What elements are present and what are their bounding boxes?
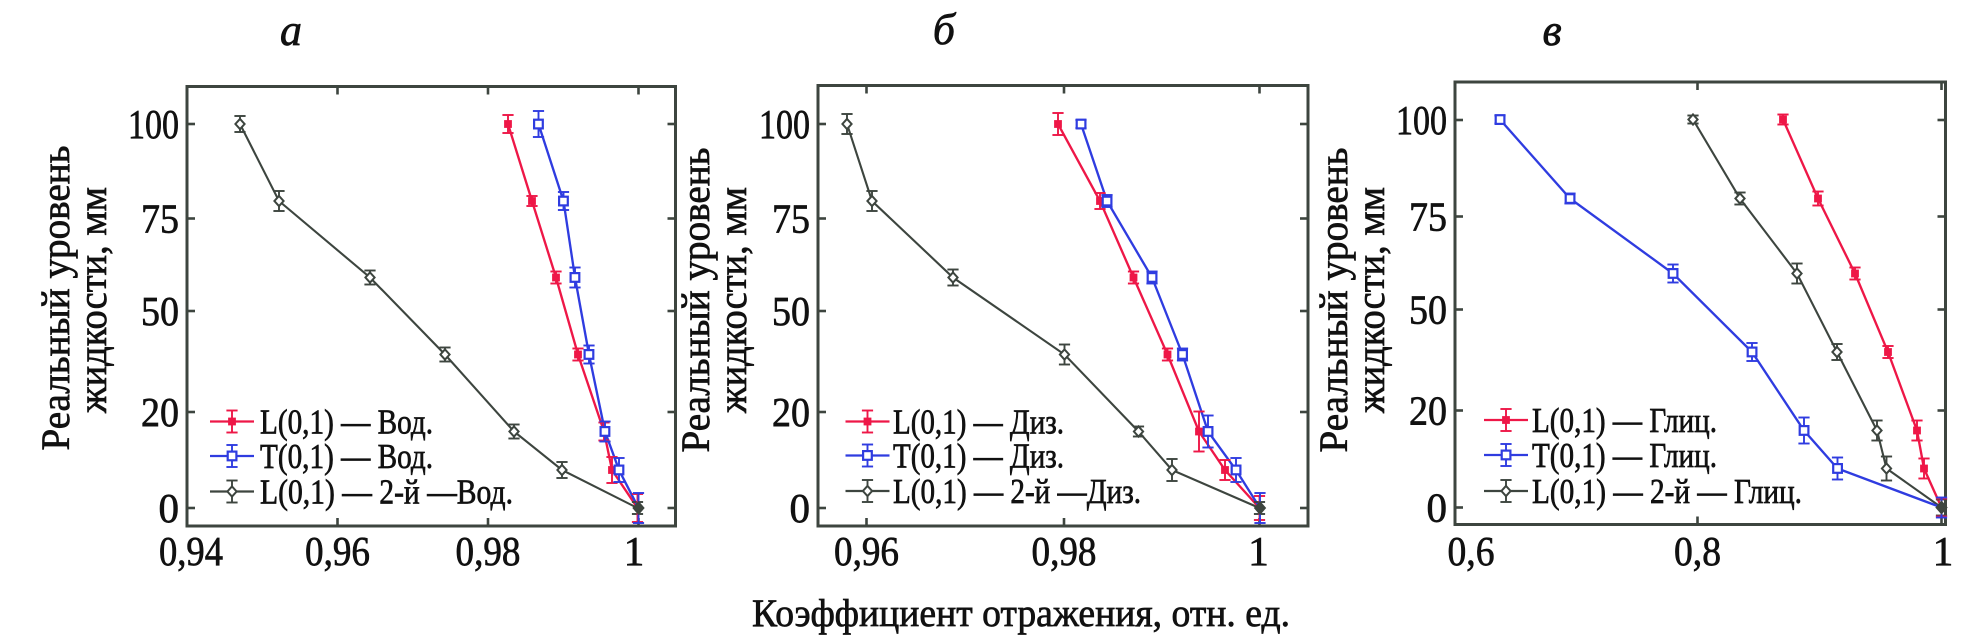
- svg-text:T(0,1) — Глиц.: T(0,1) — Глиц.: [1532, 436, 1717, 475]
- svg-text:0: 0: [790, 485, 811, 531]
- svg-text:T(0,1) — Диз.: T(0,1) — Диз.: [893, 437, 1064, 476]
- svg-text:1: 1: [1248, 528, 1269, 574]
- svg-text:0,96: 0,96: [834, 528, 899, 574]
- svg-text:L(0,1) — Глиц.: L(0,1) — Глиц.: [1532, 401, 1717, 440]
- svg-text:0,6: 0,6: [1448, 528, 1495, 574]
- svg-text:20: 20: [1409, 388, 1447, 434]
- svg-text:75: 75: [1409, 194, 1447, 240]
- svg-text:75: 75: [772, 196, 810, 242]
- svg-text:0: 0: [1427, 485, 1448, 531]
- svg-text:Коэффициент отражения, отн. ед: Коэффициент отражения, отн. ед.: [752, 592, 1290, 635]
- svg-text:Реальный уровень: Реальный уровень: [33, 146, 78, 451]
- svg-text:50: 50: [1409, 287, 1447, 333]
- svg-text:Реальный уровень: Реальный уровень: [673, 148, 718, 453]
- svg-text:100: 100: [1396, 97, 1447, 143]
- svg-text:0,8: 0,8: [1674, 528, 1721, 574]
- svg-text:1: 1: [624, 528, 645, 574]
- svg-text:50: 50: [772, 288, 810, 334]
- svg-text:20: 20: [141, 389, 179, 435]
- svg-text:0,96: 0,96: [305, 528, 370, 574]
- svg-text:а: а: [280, 6, 302, 55]
- svg-text:50: 50: [141, 288, 179, 334]
- svg-text:1: 1: [1933, 528, 1954, 574]
- svg-text:L(0,1) — 2-й —Диз.: L(0,1) — 2-й —Диз.: [893, 472, 1141, 511]
- svg-text:L(0,1) — 2-й —Вод.: L(0,1) — 2-й —Вод.: [260, 473, 513, 512]
- svg-text:0,94: 0,94: [159, 528, 223, 574]
- svg-text:в: в: [1542, 6, 1561, 55]
- svg-text:L(0,1) — 2-й — Глиц.: L(0,1) — 2-й — Глиц.: [1532, 472, 1802, 511]
- svg-text:0,98: 0,98: [1032, 528, 1097, 574]
- svg-text:0: 0: [159, 485, 180, 531]
- svg-text:100: 100: [128, 101, 179, 147]
- svg-text:T(0,1) — Вод.: T(0,1) — Вод.: [260, 437, 433, 476]
- svg-text:75: 75: [141, 196, 179, 242]
- svg-text:Реальный уровень: Реальный уровень: [1311, 148, 1356, 453]
- svg-text:100: 100: [759, 101, 810, 147]
- svg-text:L(0,1) — Вод.: L(0,1) — Вод.: [260, 403, 433, 442]
- svg-text:б: б: [933, 5, 957, 54]
- svg-text:L(0,1) — Диз.: L(0,1) — Диз.: [893, 403, 1064, 442]
- svg-text:20: 20: [772, 389, 810, 435]
- svg-text:0,98: 0,98: [456, 528, 521, 574]
- svg-text:жидкости, мм: жидкости, мм: [1348, 187, 1393, 414]
- svg-text:жидкости, мм: жидкости, мм: [710, 187, 755, 414]
- svg-text:жидкости, мм: жидкости, мм: [70, 187, 115, 414]
